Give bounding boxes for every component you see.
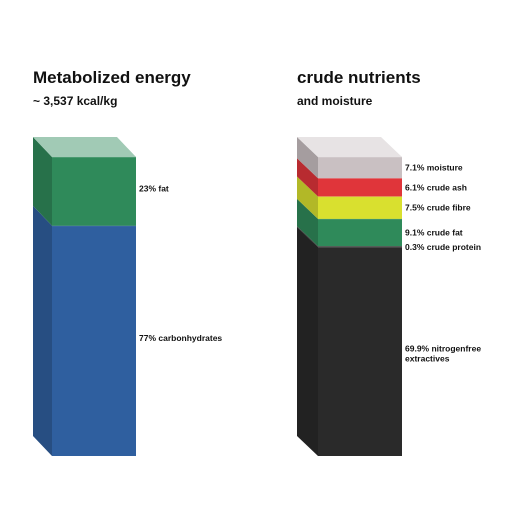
chart-2-crude-protein-bar bbox=[318, 246, 402, 247]
chart-1-subtitle: ~ 3,537 kcal/kg bbox=[33, 94, 118, 108]
chart-1-fat-label: 23% fat bbox=[139, 183, 169, 193]
chart-2-crude-fibre-label: 7.5% crude fibre bbox=[405, 203, 471, 213]
chart-2-crude-ash-side bbox=[297, 158, 318, 197]
chart-2-nitrogenfree-extractives-side bbox=[297, 226, 318, 456]
chart-1-top-cap bbox=[33, 137, 136, 157]
chart-2-crude-fat-bar bbox=[318, 218, 402, 247]
chart-2-moisture-bar bbox=[318, 157, 402, 179]
chart-2-subtitle: and moisture bbox=[297, 94, 373, 108]
chart-2-crude-protein-label: 0.3% crude protein bbox=[405, 242, 481, 252]
chart-1-fat-bar bbox=[52, 157, 136, 226]
chart-2-crude-ash-bar bbox=[318, 178, 402, 197]
chart-2-crude-ash-label: 6.1% crude ash bbox=[405, 182, 467, 192]
chart-2-moisture-label: 7.1% moisture bbox=[405, 163, 463, 173]
chart-2-title: crude nutrients bbox=[297, 68, 421, 87]
chart-2-crude-fat-label: 9.1% crude fat bbox=[405, 227, 463, 237]
chart-2-crude-fibre-side bbox=[297, 176, 318, 219]
chart-2-nitrogenfree-extractives-label: 69.9% nitrogenfree extractives bbox=[405, 343, 481, 363]
chart-1-carbonhydrates-bar bbox=[52, 225, 136, 456]
chart-1-carbonhydrates-label: 77% carbonhydrates bbox=[139, 333, 222, 343]
chart-1-carbonhydrates-side bbox=[33, 205, 52, 456]
chart-2-top-cap bbox=[297, 137, 402, 157]
chart-2-crude-protein-side bbox=[297, 226, 318, 247]
chart-2-crude-fibre-bar bbox=[318, 196, 402, 219]
chart-1-title: Metabolized energy bbox=[33, 68, 191, 87]
chart-2-crude-fat-side bbox=[297, 198, 318, 247]
chart-2-nitrogenfree-extractives-bar bbox=[318, 246, 402, 456]
chart-2-moisture-side bbox=[297, 137, 318, 179]
chart-1-fat-side bbox=[33, 137, 52, 226]
